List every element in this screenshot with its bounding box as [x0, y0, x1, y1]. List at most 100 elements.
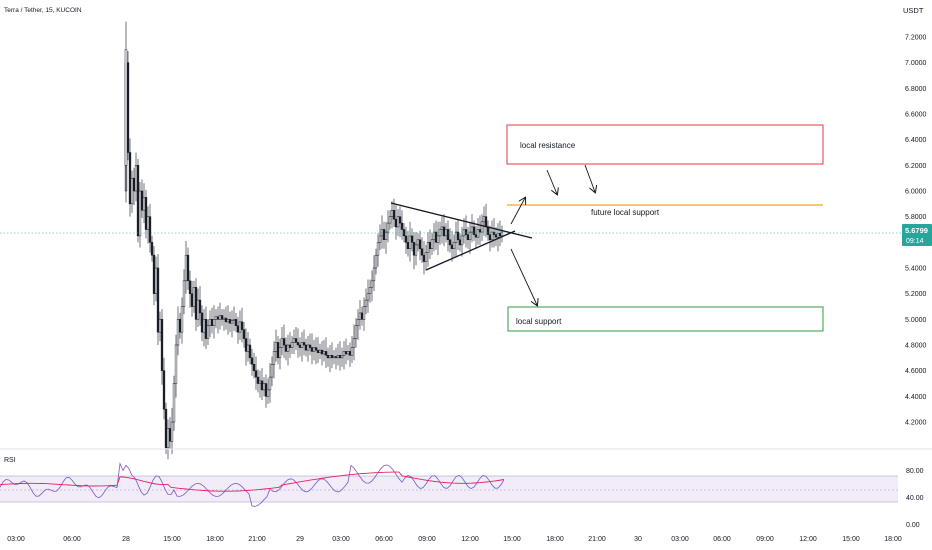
- candle: [230, 310, 234, 338]
- candle: [156, 253, 160, 345]
- candle: [150, 235, 154, 262]
- resistance-zone[interactable]: [506, 124, 824, 165]
- candle: [160, 309, 164, 385]
- price-badge-value: 5.6799: [905, 226, 928, 235]
- candle: [372, 255, 376, 292]
- candle: [220, 309, 224, 326]
- candle: [170, 407, 174, 455]
- time-axis: 03:00 06:00 28 15:00 18:00 21:00 29 03:00 06:00 0…: [7, 536, 902, 543]
- candle: [480, 214, 484, 242]
- candle: [266, 378, 270, 405]
- candle: [352, 324, 356, 361]
- candle: [370, 270, 374, 302]
- candle: [270, 356, 274, 387]
- rsi-band: [0, 476, 898, 502]
- candle: [136, 158, 140, 243]
- price-axis: 7.2000 7.0000 6.8000 6.6000 6.4000 6.2000 6.00…: [905, 35, 927, 427]
- rsi-label: RSI: [4, 457, 16, 464]
- time-tick-label: 09:00: [756, 536, 774, 543]
- time-tick-label: 28: [122, 536, 130, 543]
- candle: [188, 270, 192, 308]
- candle: [282, 324, 286, 358]
- candle: [400, 210, 404, 240]
- candle: [446, 220, 450, 252]
- time-tick-label: 30: [634, 536, 642, 543]
- candle: [268, 362, 272, 403]
- candle: [290, 336, 294, 354]
- rsi-tick-80: 80.00: [906, 468, 924, 475]
- candle: [350, 336, 354, 363]
- candle: [356, 309, 360, 340]
- time-tick-label: 21:00: [248, 536, 266, 543]
- candle: [248, 338, 252, 365]
- time-tick-label: 18:00: [206, 536, 224, 543]
- candle: [362, 297, 366, 331]
- candle: [368, 279, 372, 303]
- price-tick-label: 6.4000: [905, 137, 927, 144]
- price-tick-label: 5.4000: [905, 266, 927, 273]
- candle: [410, 228, 414, 252]
- price-tick-label: 4.6000: [905, 368, 927, 375]
- time-tick-label: 03:00: [332, 536, 350, 543]
- candle: [384, 221, 388, 254]
- candle: [180, 297, 184, 344]
- time-tick-label: 06:00: [713, 536, 731, 543]
- candle: [198, 285, 202, 326]
- triangle-pattern[interactable]: [390, 202, 533, 271]
- candle: [340, 347, 344, 367]
- candle: [354, 318, 358, 348]
- candle: [418, 230, 422, 261]
- candle: [254, 356, 258, 390]
- candle: [256, 369, 260, 393]
- price-tick-label: 6.6000: [905, 112, 927, 119]
- candle: [414, 232, 418, 266]
- candle: [398, 206, 402, 238]
- symbol-title: Terra / Tether, 15, KUCOIN: [4, 7, 82, 14]
- candle: [374, 248, 378, 275]
- candle: [388, 210, 392, 230]
- candle: [424, 244, 428, 271]
- support-zone[interactable]: [507, 306, 824, 332]
- candle: [206, 319, 210, 345]
- candle: [138, 182, 142, 248]
- resistance-label: local resistance: [520, 141, 576, 150]
- arrow-rejection-1: [546, 169, 557, 194]
- arrow-breakdown-down: [510, 248, 537, 305]
- candle: [438, 221, 442, 245]
- price-tick-label: 6.2000: [905, 163, 927, 170]
- candle: [182, 269, 186, 315]
- candle: [420, 237, 424, 263]
- candle: [452, 234, 456, 258]
- price-tick-label: 5.0000: [905, 317, 927, 324]
- currency-label: USDT: [903, 6, 924, 15]
- time-tick-label: 21:00: [588, 536, 606, 543]
- candle: [174, 334, 178, 398]
- candle: [242, 321, 246, 348]
- candle: [186, 247, 190, 290]
- candle: [296, 328, 300, 358]
- price-tick-label: 5.2000: [905, 291, 927, 298]
- candle: [144, 189, 148, 239]
- candle: [126, 51, 130, 161]
- price-tick-label: 6.0000: [905, 189, 927, 196]
- candle: [364, 288, 368, 315]
- time-tick-label: 06:00: [63, 536, 81, 543]
- candle: [404, 226, 408, 254]
- price-badge: 5.6799 09:14: [902, 224, 932, 246]
- price-tick-label: 7.2000: [905, 35, 927, 42]
- candle: [378, 224, 382, 251]
- time-tick-label: 15:00: [163, 536, 181, 543]
- candle: [252, 352, 256, 379]
- candle: [476, 217, 480, 245]
- candle: [240, 307, 244, 343]
- candle: [464, 215, 468, 248]
- candles: [124, 21, 504, 460]
- candle: [278, 338, 282, 370]
- candle: [366, 279, 370, 313]
- rsi-tick-0: 0.00: [906, 522, 920, 529]
- candle: [436, 221, 440, 256]
- price-tick-label: 6.8000: [905, 86, 927, 93]
- candle: [250, 348, 254, 376]
